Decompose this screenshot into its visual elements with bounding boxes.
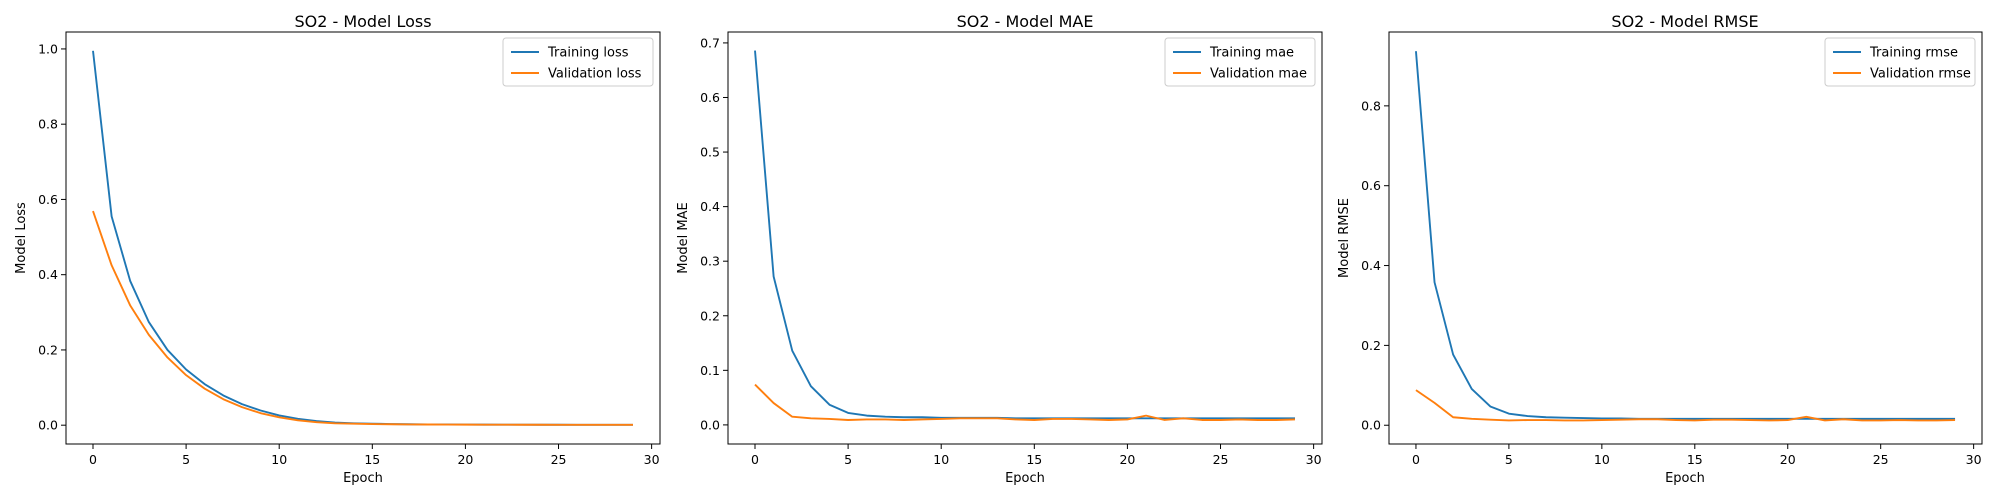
legend-label: Training loss (547, 46, 629, 61)
x-tick-label: 30 (1966, 452, 1982, 467)
plot-area: 0 5 10 15 20 25 30 0.0 0.2 0.4 0.6 0.8 Training rmse… (1361, 31, 1983, 467)
x-tick-label: 25 (551, 452, 567, 467)
y-tick-label: 0.6 (38, 192, 58, 207)
y-tick-label: 0.6 (1361, 178, 1381, 193)
x-tick-label: 0 (1412, 452, 1420, 467)
y-tick-label: 0.3 (700, 254, 720, 269)
y-tick-label: 0.8 (38, 117, 58, 132)
chart-title: SO2 - Model Loss (294, 12, 431, 31)
x-tick-label: 20 (457, 452, 473, 467)
series-line-0 (1415, 51, 1956, 420)
x-tick-label: 15 (1026, 452, 1042, 467)
series-line-0 (754, 50, 1295, 420)
x-tick-label: 0 (751, 452, 759, 467)
chart-mae: SO2 - Model MAE Epoch Model MAE 0 5 10 15 20… (676, 12, 1323, 486)
legend-box (1164, 37, 1316, 87)
x-tick-label: 20 (1119, 452, 1135, 467)
y-tick-label: 0.2 (1361, 338, 1381, 353)
x-tick-label: 10 (1594, 452, 1610, 467)
x-tick-label: 20 (1780, 452, 1796, 467)
axes-frame (1388, 31, 1983, 445)
y-axis-label: Model RMSE (1337, 198, 1352, 278)
x-axis-label: Epoch (343, 471, 383, 486)
y-tick-label: 0.4 (1361, 258, 1381, 273)
y-tick-label: 0.2 (700, 308, 720, 323)
x-tick-label: 30 (644, 452, 660, 467)
legend-label: Validation rmse (1870, 67, 1971, 82)
x-tick-label: 25 (1873, 452, 1889, 467)
x-tick-label: 5 (1505, 452, 1513, 467)
x-tick-label: 10 (271, 452, 287, 467)
series-line-1 (92, 210, 633, 426)
y-tick-label: 1.0 (38, 41, 58, 56)
y-tick-label: 0.6 (700, 90, 720, 105)
x-tick-label: 0 (89, 452, 97, 467)
y-tick-label: 0.4 (700, 199, 720, 214)
y-tick-label: 0.8 (1361, 98, 1381, 113)
y-tick-label: 0.7 (700, 35, 720, 50)
legend: Training mae Validation mae (1164, 37, 1316, 87)
x-tick-label: 15 (1687, 452, 1703, 467)
legend-box (1824, 37, 1976, 87)
legend-label: Validation mae (1210, 67, 1307, 82)
legend-label: Validation loss (548, 67, 642, 82)
plot-area: 0 5 10 15 20 25 30 0.0 0.2 0.4 0.6 0.8 1.0 Training l… (38, 31, 661, 467)
series-line-1 (1415, 389, 1956, 422)
x-tick-label: 10 (933, 452, 949, 467)
y-tick-label: 0.0 (1361, 418, 1381, 433)
legend-label: Training mae (1209, 46, 1294, 61)
y-axis-label: Model Loss (14, 202, 29, 274)
legend-label: Training rmse (1869, 46, 1958, 61)
series-line-1 (754, 383, 1296, 421)
chart-title: SO2 - Model MAE (957, 12, 1094, 31)
axes-frame (727, 31, 1323, 445)
axes-frame (65, 31, 661, 445)
legend: Training rmse Validation rmse (1824, 37, 1976, 87)
plot-area: 0 5 10 15 20 25 30 0.0 0.1 0.2 0.3 0.4 0.5 0.6 0.7 Trai… (700, 31, 1323, 467)
x-axis-label: Epoch (1005, 471, 1045, 486)
y-axis-label: Model MAE (676, 202, 691, 274)
chart-loss: SO2 - Model Loss Epoch Model Loss 0 5 10 15… (14, 12, 661, 486)
legend: Training loss Validation loss (502, 37, 654, 87)
y-tick-label: 0.5 (700, 145, 720, 160)
y-tick-label: 0.0 (700, 417, 720, 432)
x-tick-label: 5 (844, 452, 852, 467)
x-tick-label: 25 (1213, 452, 1229, 467)
x-tick-label: 5 (182, 452, 190, 467)
x-tick-label: 30 (1306, 452, 1322, 467)
chart-title: SO2 - Model RMSE (1611, 12, 1758, 31)
x-tick-label: 15 (364, 452, 380, 467)
x-axis-label: Epoch (1665, 471, 1705, 486)
y-tick-label: 0.1 (700, 363, 720, 378)
chart-rmse: SO2 - Model RMSE Epoch Model RMSE 0 5 10 15… (1337, 12, 1983, 486)
y-tick-label: 0.0 (38, 418, 58, 433)
legend-box (502, 37, 654, 87)
y-tick-label: 0.4 (38, 267, 58, 282)
y-tick-label: 0.2 (38, 342, 58, 357)
